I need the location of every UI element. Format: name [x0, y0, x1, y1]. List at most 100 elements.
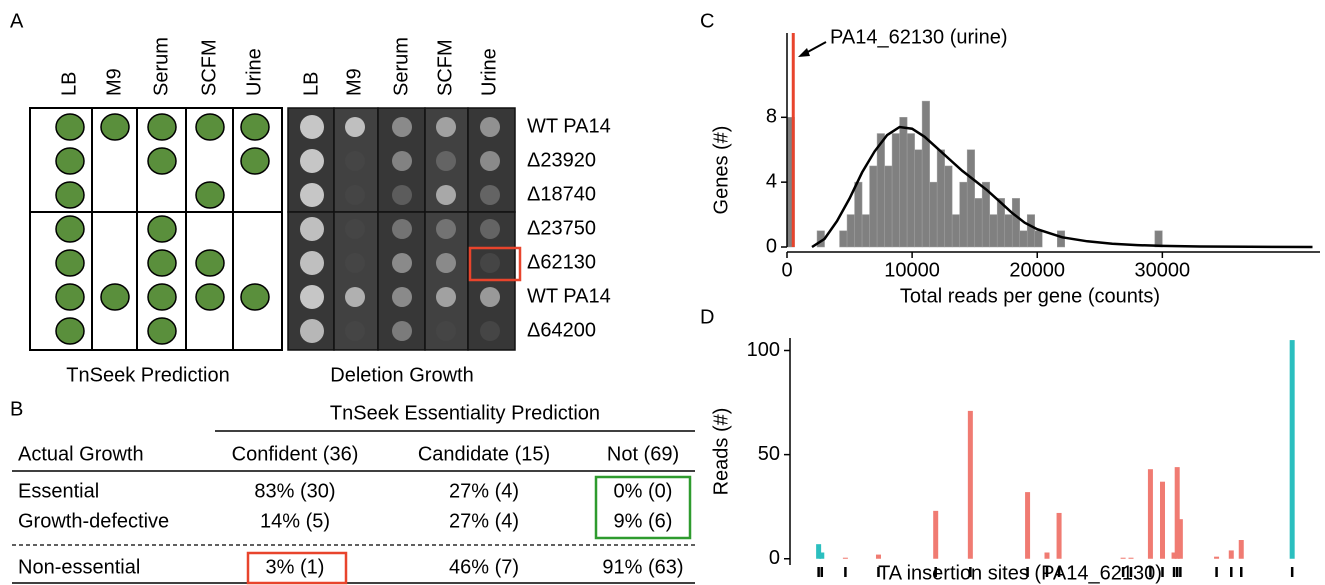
caption: Deletion Growth	[330, 364, 473, 386]
prediction-frame	[29, 107, 283, 351]
colony	[345, 287, 365, 307]
x-tick-label: 0	[781, 259, 792, 281]
caption: TnSeek Prediction	[66, 364, 229, 386]
histogram-bar	[944, 165, 953, 248]
x-tick-label: 30000	[1135, 259, 1191, 281]
bar	[1289, 340, 1295, 559]
growth-plates	[287, 107, 516, 351]
histogram-bar	[869, 165, 878, 248]
strain-label: Δ18740	[527, 183, 596, 205]
colony	[436, 151, 456, 171]
histogram-bar	[1019, 230, 1028, 248]
prediction-dot	[55, 317, 85, 345]
colony	[436, 287, 456, 307]
bar	[1177, 519, 1183, 559]
bar	[1238, 540, 1244, 559]
histogram-bar	[899, 117, 908, 248]
colony	[345, 219, 365, 239]
table-cell: Essential	[18, 480, 99, 502]
histogram-bar	[974, 198, 983, 248]
histogram-bar	[854, 181, 863, 248]
strain-label: WT PA14	[527, 285, 611, 307]
annotation: PA14_62130 (urine)	[830, 26, 1008, 48]
table-cell: 91% (63)	[602, 556, 683, 578]
histogram-bar	[929, 181, 938, 248]
prediction-dot	[55, 147, 85, 175]
media-label: M9	[103, 68, 125, 96]
colony	[392, 287, 412, 307]
prediction-dot	[55, 113, 85, 141]
table-cell: 0% (0)	[614, 480, 673, 502]
panel-label: C	[700, 10, 714, 32]
y-tick-label: 8	[766, 106, 777, 128]
prediction-dot	[147, 283, 177, 311]
histogram-bar	[1057, 230, 1066, 248]
histogram-bar	[1004, 214, 1013, 248]
x-axis-title: TA insertion sites (PA14_62130)	[878, 562, 1162, 584]
strain-label: Δ23750	[527, 217, 596, 239]
bar	[1120, 557, 1126, 559]
histogram-bar	[966, 149, 975, 248]
bar	[1056, 512, 1062, 559]
table-title: TnSeek Essentiality Prediction	[330, 402, 600, 424]
prediction-dot	[55, 283, 85, 311]
prediction-dot	[147, 147, 177, 175]
table-header: Confident (36)	[232, 443, 359, 465]
prediction-dot	[147, 317, 177, 345]
y-tick-label: 0	[766, 235, 777, 257]
prediction-dot	[240, 113, 270, 141]
colony	[480, 185, 500, 205]
panel-label: A	[10, 10, 24, 32]
y-tick-label: 4	[766, 170, 777, 192]
colony	[480, 117, 500, 137]
histogram-bar	[891, 133, 900, 248]
prediction-dot	[240, 283, 270, 311]
highlight-box	[468, 246, 522, 282]
y-axis-title: Reads (#)	[710, 408, 732, 496]
prediction-dot	[240, 147, 270, 175]
colony	[480, 287, 500, 307]
bar	[875, 554, 881, 559]
bar	[1128, 557, 1134, 559]
histogram-bar	[936, 149, 945, 248]
bar	[1174, 467, 1180, 559]
histogram-bar	[884, 165, 893, 248]
x-tick-label: 10000	[884, 259, 940, 281]
colony	[436, 253, 456, 273]
colony	[300, 115, 324, 139]
prediction-dot	[55, 181, 85, 209]
colony	[300, 285, 324, 309]
bar	[819, 552, 825, 559]
prediction-dot	[147, 113, 177, 141]
prediction-dot	[55, 215, 85, 243]
y-axis-title: Genes (#)	[710, 126, 732, 215]
histogram-bar	[914, 149, 923, 248]
colony	[436, 117, 456, 137]
prediction-dot	[100, 113, 130, 141]
table-header: Not (69)	[607, 443, 679, 465]
table-header: Actual Growth	[18, 443, 144, 465]
histogram-bar	[1026, 214, 1035, 248]
table-cell: Non-essential	[18, 556, 140, 578]
media-label: M9	[343, 68, 365, 96]
histogram-bar	[1011, 198, 1020, 248]
histogram-bar	[959, 181, 968, 248]
bar	[1025, 492, 1031, 559]
media-label: SCFM	[198, 39, 220, 96]
colony	[300, 217, 324, 241]
x-axis-title: Total reads per gene (counts)	[900, 285, 1160, 307]
colony	[480, 253, 500, 273]
media-label: Urine	[243, 48, 265, 96]
bar	[842, 557, 848, 559]
table-cell: 9% (6)	[614, 510, 673, 532]
colony	[345, 185, 365, 205]
histogram-bar	[1034, 230, 1043, 248]
table-cell: 3% (1)	[266, 556, 325, 578]
bar	[1160, 481, 1165, 559]
prediction-dot	[195, 283, 225, 311]
table-cell: 27% (4)	[449, 480, 519, 502]
bar	[967, 410, 973, 559]
bar	[1044, 552, 1050, 559]
histogram-bar	[861, 214, 870, 248]
